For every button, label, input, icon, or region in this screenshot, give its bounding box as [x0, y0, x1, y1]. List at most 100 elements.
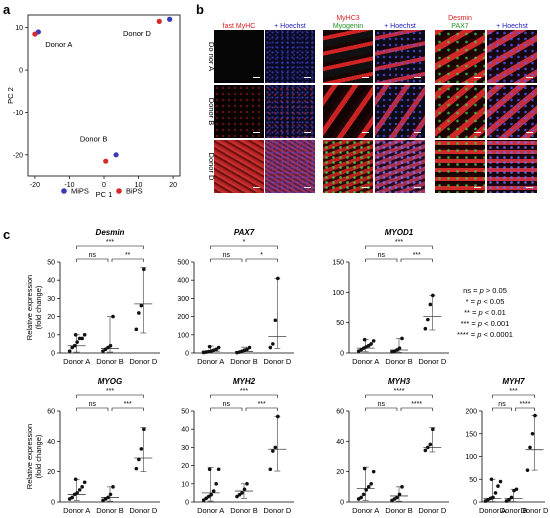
x-tick-label: Donor D — [263, 357, 292, 366]
x-tick-label: Donor A — [197, 357, 224, 366]
significance-bracket — [245, 258, 278, 262]
x-tick-label: Donor B — [230, 506, 258, 515]
data-point — [216, 467, 221, 472]
data-point — [77, 488, 82, 492]
y-tick-label: 60 — [336, 409, 344, 416]
data-point — [237, 492, 242, 497]
x-tick-label: Donor D — [418, 357, 447, 366]
scale-bar — [414, 186, 421, 188]
data-point — [426, 317, 430, 322]
significance-legend-entry: ns = p > 0.05 — [463, 286, 507, 295]
data-point — [209, 492, 213, 497]
y-tick-label: 0 — [473, 500, 477, 507]
y-tick-label: 50 — [469, 477, 477, 484]
significance-bracket — [245, 407, 278, 411]
data-point — [70, 345, 74, 350]
pca-point-mips — [167, 16, 173, 22]
data-point — [77, 336, 82, 341]
significance-label: *** — [106, 388, 114, 395]
data-point — [400, 485, 404, 489]
data-point — [82, 333, 87, 337]
significance-label: **** — [411, 401, 422, 408]
data-point — [493, 491, 498, 495]
micrograph-column-label: MyHC3 — [336, 15, 359, 22]
pca-donor-label: Donor A — [45, 40, 72, 49]
data-point — [276, 276, 280, 281]
chart-myog: 0 20 40 60 Donor A Donor B Donor D MYOG *** ns *** — [47, 377, 160, 515]
data-point — [489, 477, 494, 482]
data-point — [423, 448, 428, 453]
pca-y-tick-label: -20 — [13, 152, 23, 159]
significance-legend-entry: *** = p < 0.001 — [461, 319, 510, 328]
data-point — [242, 487, 247, 492]
data-point — [530, 431, 535, 436]
scale-bar — [362, 131, 369, 133]
chart-title: Desmin — [96, 228, 125, 237]
data-point — [75, 340, 79, 344]
scale-bar — [304, 186, 311, 188]
significance-bracket — [400, 407, 433, 411]
significance-label: ns — [378, 401, 386, 408]
pca-x-tick-label: -20 — [30, 182, 40, 189]
data-point — [134, 466, 139, 471]
data-point — [134, 327, 139, 332]
micrograph-tile — [487, 140, 537, 193]
micrograph-tile — [214, 85, 264, 138]
x-tick-label: Donor A — [479, 506, 506, 515]
chart-myod1: 0 50 100 150 Donor A Donor B Donor D MYOD1 *** ns… — [332, 228, 449, 366]
x-tick-label: Donor B — [500, 506, 528, 515]
significance-label: ns — [89, 252, 97, 259]
significance-bracket — [76, 394, 144, 398]
legend-marker-mips — [61, 188, 67, 194]
significance-label: **** — [394, 388, 405, 395]
y-tick-label: 500 — [177, 260, 189, 267]
data-point — [362, 337, 367, 342]
data-point — [111, 485, 115, 489]
micrograph-column-label: Myogenin — [333, 23, 363, 30]
y-tick-label: 200 — [177, 314, 189, 321]
significance-bracket — [210, 258, 243, 262]
significance-label: **** — [520, 401, 531, 408]
y-tick-label: 0 — [185, 500, 189, 507]
scale-bar — [304, 76, 311, 78]
scale-bar — [414, 76, 421, 78]
micrograph-tile — [265, 85, 315, 138]
data-point — [273, 445, 278, 450]
micrograph-tile — [375, 140, 425, 193]
significance-label: * — [243, 239, 246, 246]
panel-label-b: b — [196, 2, 204, 17]
y-tick-label: 50 — [181, 409, 189, 416]
x-tick-label: Donor D — [129, 357, 158, 366]
significance-label: *** — [106, 239, 114, 246]
y-tick-label: 50 — [336, 320, 344, 327]
data-point — [108, 343, 113, 348]
micrograph-column-label: PAX7 — [451, 23, 468, 30]
scale-bar — [253, 186, 260, 188]
x-tick-label: Donor B — [230, 357, 258, 366]
data-point — [137, 311, 141, 315]
data-point — [235, 494, 239, 499]
data-point — [211, 489, 216, 493]
x-tick-label: Donor B — [385, 357, 413, 366]
data-point — [67, 349, 72, 353]
pca-donor-label: Donor B — [80, 134, 108, 143]
y-tick-label: 0 — [185, 351, 189, 358]
significance-label: *** — [413, 252, 421, 259]
y-tick-label: 0 — [51, 351, 55, 358]
chart-title: MYH7 — [502, 377, 525, 386]
data-point — [108, 492, 113, 497]
data-point — [206, 494, 211, 499]
chart-pax7: 0 100 200 300 400 500 Donor A Donor B Donor D PAX… — [177, 228, 294, 366]
data-point — [498, 479, 503, 484]
scale-bar — [526, 76, 533, 78]
pca-y-axis-label: PC 2 — [6, 87, 15, 104]
data-point — [245, 482, 249, 486]
significance-bracket — [365, 394, 433, 398]
y-tick-label: 300 — [177, 296, 189, 303]
micrograph-column-label: + Hoechst — [384, 23, 416, 30]
data-point — [111, 314, 115, 319]
data-point — [496, 484, 500, 488]
pca-y-tick-label: 10 — [15, 25, 23, 32]
y-tick-label: 150 — [332, 260, 344, 267]
y-tick-label: 150 — [465, 431, 477, 438]
